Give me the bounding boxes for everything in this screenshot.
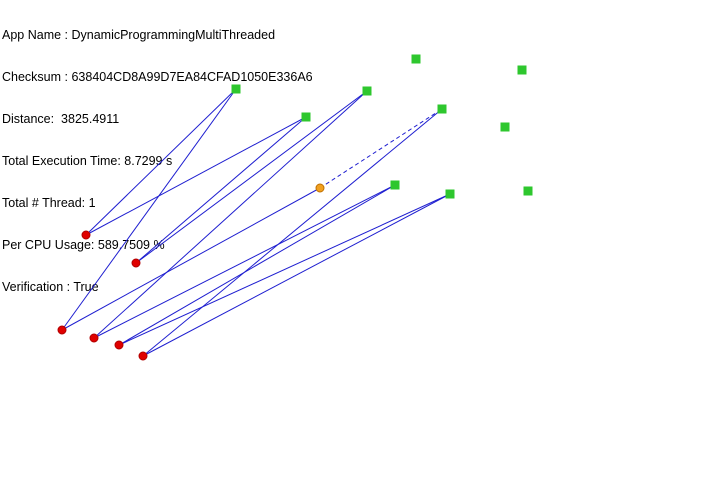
route-segment [61,187,321,331]
destination-marker [231,84,241,94]
source-marker [89,333,99,343]
route-segment [93,90,368,339]
source-marker [81,230,91,240]
info-panel: App Name : DynamicProgrammingMultiThread… [2,0,313,308]
destination-marker [437,104,447,114]
destination-marker [390,180,400,190]
destination-marker [301,112,311,122]
source-marker [57,325,67,335]
destination-marker [500,122,510,132]
route-segment [61,88,237,331]
verification-label: Verification : True [2,280,99,294]
route-segment [142,108,443,357]
route-segment [118,193,451,346]
route-segment [135,90,368,264]
destination-marker [362,86,372,96]
destination-marker [411,54,421,64]
route-segment [118,184,396,346]
source-marker [131,258,141,268]
checksum-label: Checksum : 638404CD8A99D7EA84CFAD1050E33… [2,70,313,84]
route-segment [85,116,307,236]
execution-time-label: Total Execution Time: 8.7299 s [2,154,173,168]
source-marker [138,351,148,361]
current-position-marker [315,183,325,193]
distance-label: Distance: 3825.4911 [2,112,120,126]
route-segment [135,116,307,264]
destination-marker [523,186,533,196]
destination-marker [517,65,527,75]
route-segment [142,193,451,357]
source-marker [114,340,124,350]
app-name-label: App Name : DynamicProgrammingMultiThread… [2,28,276,42]
route-segment [93,184,396,339]
route-segment-in-progress [319,108,443,189]
route-segment [85,88,237,236]
destination-marker [445,189,455,199]
thread-count-label: Total # Thread: 1 [2,196,96,210]
